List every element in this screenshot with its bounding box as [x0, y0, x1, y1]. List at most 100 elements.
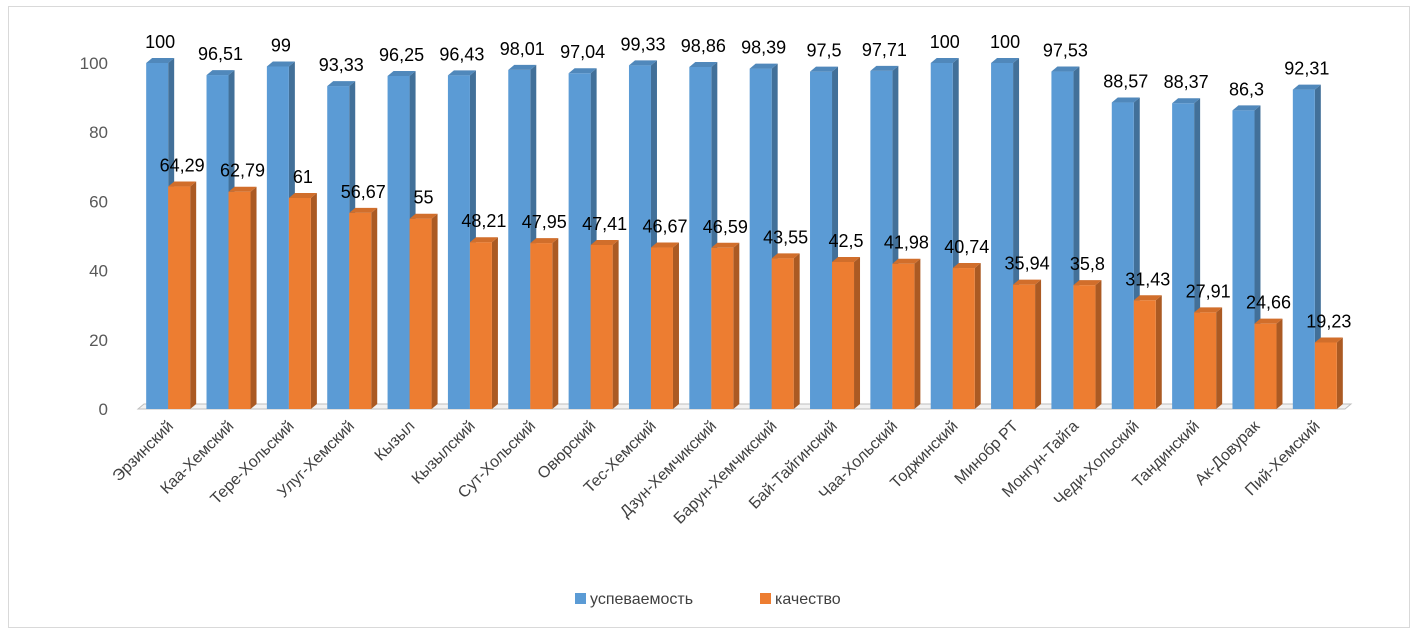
- bar-front: [991, 63, 1014, 409]
- bar-kachestvo: [1133, 295, 1162, 409]
- bar-kachestvo: [1073, 280, 1102, 409]
- data-label: 27,91: [1186, 281, 1231, 301]
- bar-top: [771, 253, 800, 259]
- data-label: 31,43: [1125, 269, 1170, 289]
- bar-kachestvo: [590, 239, 619, 409]
- data-label: 99,33: [620, 34, 665, 54]
- bar-top: [952, 263, 981, 269]
- data-label: 98,86: [681, 36, 726, 56]
- bar-top: [206, 70, 235, 76]
- bar-kachestvo: [711, 242, 740, 409]
- bar-front: [168, 186, 191, 409]
- bar-kachestvo: [288, 192, 317, 409]
- bar-top: [991, 58, 1020, 63]
- bar-top: [469, 237, 498, 243]
- bar-front: [628, 65, 651, 409]
- data-label: 97,53: [1043, 41, 1088, 61]
- bar-side: [854, 256, 861, 409]
- bar-top: [409, 213, 438, 219]
- bar-front: [447, 75, 470, 409]
- bar-side: [974, 263, 981, 409]
- data-label: 24,66: [1246, 293, 1291, 313]
- data-label: 48,21: [461, 211, 506, 231]
- bar-top: [447, 70, 476, 76]
- data-label: 40,74: [944, 237, 989, 257]
- bar-front: [689, 66, 712, 409]
- bar-kachestvo: [469, 237, 498, 409]
- bar-front: [1111, 102, 1134, 410]
- data-label: 97,5: [807, 41, 842, 61]
- y-tick-label: 60: [89, 192, 108, 211]
- data-label: 55: [414, 188, 434, 208]
- bar-side: [431, 213, 438, 409]
- bar-side: [793, 253, 800, 409]
- bar-top: [1232, 105, 1261, 111]
- bar-kachestvo: [530, 238, 559, 409]
- data-label: 92,31: [1284, 59, 1329, 79]
- bar-front: [508, 69, 531, 409]
- bar-front: [749, 68, 772, 409]
- bar-front: [952, 268, 975, 409]
- bar-top: [508, 64, 537, 70]
- bar-kachestvo: [771, 253, 800, 409]
- bar-kachestvo: [409, 213, 438, 409]
- bar-top: [1073, 280, 1102, 286]
- bar-front: [930, 63, 953, 409]
- bar-top: [810, 66, 839, 72]
- bar-top: [168, 181, 197, 187]
- bar-front: [349, 212, 372, 409]
- data-label: 41,98: [884, 233, 929, 253]
- data-label: 96,51: [198, 44, 243, 64]
- data-label: 88,57: [1103, 72, 1148, 92]
- bar-top: [228, 186, 257, 192]
- data-label: 96,25: [379, 45, 424, 65]
- data-label: 47,41: [582, 214, 627, 234]
- bar-top: [146, 58, 175, 63]
- data-label: 64,29: [160, 156, 205, 176]
- bar-front: [771, 258, 794, 409]
- data-label: 100: [990, 32, 1020, 52]
- bar-front: [1314, 342, 1337, 409]
- data-label: 46,67: [642, 217, 687, 237]
- bar-front: [327, 86, 350, 410]
- data-label: 86,3: [1229, 79, 1264, 99]
- y-tick-label: 80: [89, 123, 108, 142]
- bar-front: [1073, 285, 1096, 409]
- bar-front: [1232, 110, 1255, 409]
- bar-top: [327, 81, 356, 87]
- bar-side: [1035, 279, 1042, 409]
- bar-front: [1194, 312, 1217, 409]
- bar-front: [568, 73, 591, 409]
- x-category-label: Барун-Хемчикский: [671, 418, 781, 528]
- bar-side: [1336, 337, 1343, 409]
- bar-front: [1051, 71, 1074, 409]
- bar-top: [387, 70, 416, 76]
- data-label: 99: [271, 35, 291, 55]
- bar-front: [266, 66, 289, 410]
- bar-kachestvo: [952, 263, 981, 409]
- bar-top: [749, 63, 778, 69]
- bar-front: [1013, 284, 1036, 409]
- bar-top: [1254, 318, 1283, 324]
- bar-side: [672, 242, 679, 409]
- bar-top: [1292, 84, 1321, 90]
- bar-front: [650, 247, 673, 409]
- bar-side: [310, 192, 317, 409]
- data-label: 98,01: [500, 39, 545, 59]
- data-label: 100: [930, 32, 960, 52]
- bar-front: [1292, 89, 1315, 410]
- bar-side: [612, 239, 619, 409]
- bar-kachestvo: [650, 242, 679, 409]
- bar-front: [469, 242, 492, 409]
- bar-front: [832, 261, 855, 409]
- data-label: 88,37: [1164, 72, 1209, 92]
- bar-front: [870, 70, 893, 409]
- bar-top: [1111, 97, 1140, 103]
- bar-front: [288, 197, 311, 409]
- bar-side: [1095, 280, 1102, 409]
- data-label: 56,67: [341, 182, 386, 202]
- data-label: 43,55: [763, 227, 808, 247]
- data-label: 35,94: [1005, 254, 1050, 274]
- bar-top: [1133, 295, 1162, 301]
